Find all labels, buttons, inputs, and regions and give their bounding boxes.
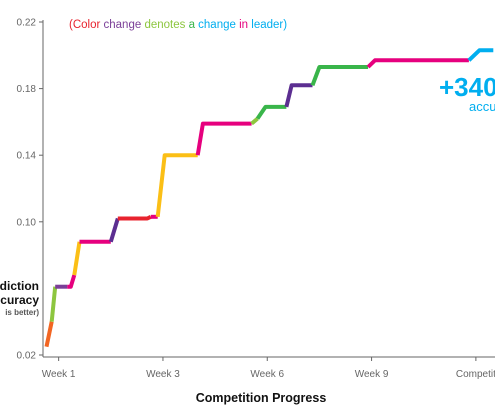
color-change-note: (Color change denotes a change in leader… bbox=[69, 19, 287, 31]
y-ticks: 0.02 0.10 0.14 0.18 0.22 bbox=[17, 18, 43, 362]
leader-segment bbox=[49, 286, 58, 322]
x-tick-label: Week 1 bbox=[42, 369, 76, 380]
leader-segment bbox=[467, 48, 494, 62]
y-axis-title-line-2: curacy bbox=[0, 293, 39, 307]
y-axis-title-line-1: diction bbox=[0, 279, 39, 293]
note-word: leader) bbox=[248, 19, 287, 31]
note-word: change bbox=[195, 19, 236, 31]
x-ticks: Week 1 Week 3 Week 6 Week 9 Competit bbox=[42, 357, 495, 380]
leader-segment bbox=[67, 274, 77, 289]
note-word: denotes bbox=[141, 19, 185, 31]
leader-segment bbox=[366, 58, 469, 69]
improvement-caption: accu bbox=[469, 99, 495, 114]
leader-line-segments bbox=[44, 48, 494, 348]
leader-segment bbox=[44, 321, 54, 348]
y-axis-subtitle: is better) bbox=[5, 308, 39, 317]
x-tick-label: Competit bbox=[456, 369, 495, 380]
y-tick-label: 0.22 bbox=[17, 18, 37, 29]
note-word: change bbox=[100, 19, 141, 31]
note-word: (Color bbox=[69, 19, 100, 31]
leader-segment bbox=[72, 241, 82, 276]
x-tick-label: Week 3 bbox=[146, 369, 180, 380]
x-tick-label: Week 6 bbox=[250, 369, 284, 380]
axes bbox=[42, 20, 495, 358]
leader-segment bbox=[250, 117, 259, 126]
y-tick-label: 0.18 bbox=[17, 84, 37, 95]
leader-segment bbox=[255, 104, 287, 120]
leader-segment bbox=[108, 217, 120, 243]
y-tick-label: 0.02 bbox=[17, 351, 37, 362]
leader-segment bbox=[310, 65, 369, 87]
leader-segment bbox=[284, 83, 313, 108]
leader-segment bbox=[195, 121, 252, 156]
leader-segment bbox=[155, 153, 198, 218]
note-word: in bbox=[236, 19, 248, 31]
y-tick-label: 0.10 bbox=[17, 217, 37, 228]
improvement-annotation: +340 accu bbox=[439, 72, 495, 114]
y-axis-title: diction curacy is better) bbox=[0, 279, 39, 317]
x-axis-title: Competition Progress bbox=[196, 391, 327, 405]
improvement-percent: +340 bbox=[439, 72, 495, 102]
y-tick-label: 0.14 bbox=[17, 151, 37, 162]
x-tick-label: Week 9 bbox=[355, 369, 389, 380]
leader-segment bbox=[117, 215, 152, 221]
note-word: a bbox=[185, 19, 195, 31]
